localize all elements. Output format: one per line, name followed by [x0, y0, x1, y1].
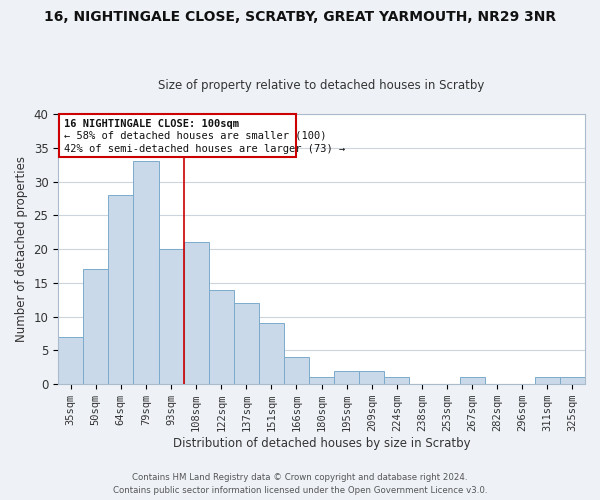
Text: 42% of semi-detached houses are larger (73) →: 42% of semi-detached houses are larger (…: [64, 144, 346, 154]
Bar: [334, 370, 359, 384]
X-axis label: Distribution of detached houses by size in Scratby: Distribution of detached houses by size …: [173, 437, 470, 450]
Bar: [109, 195, 133, 384]
Bar: [259, 324, 284, 384]
Bar: [284, 357, 309, 384]
Text: ← 58% of detached houses are smaller (100): ← 58% of detached houses are smaller (10…: [64, 131, 327, 141]
Text: 16, NIGHTINGALE CLOSE, SCRATBY, GREAT YARMOUTH, NR29 3NR: 16, NIGHTINGALE CLOSE, SCRATBY, GREAT YA…: [44, 10, 556, 24]
Bar: [234, 303, 259, 384]
Bar: [133, 162, 158, 384]
Bar: [58, 337, 83, 384]
Bar: [184, 242, 209, 384]
Bar: [158, 249, 184, 384]
FancyBboxPatch shape: [59, 114, 296, 157]
Bar: [309, 378, 334, 384]
Y-axis label: Number of detached properties: Number of detached properties: [15, 156, 28, 342]
Title: Size of property relative to detached houses in Scratby: Size of property relative to detached ho…: [158, 79, 485, 92]
Text: 16 NIGHTINGALE CLOSE: 100sqm: 16 NIGHTINGALE CLOSE: 100sqm: [64, 118, 239, 128]
Text: Contains HM Land Registry data © Crown copyright and database right 2024.
Contai: Contains HM Land Registry data © Crown c…: [113, 474, 487, 495]
Bar: [209, 290, 234, 384]
Bar: [359, 370, 384, 384]
Bar: [560, 378, 585, 384]
Bar: [384, 378, 409, 384]
Bar: [460, 378, 485, 384]
Bar: [83, 270, 109, 384]
Bar: [535, 378, 560, 384]
